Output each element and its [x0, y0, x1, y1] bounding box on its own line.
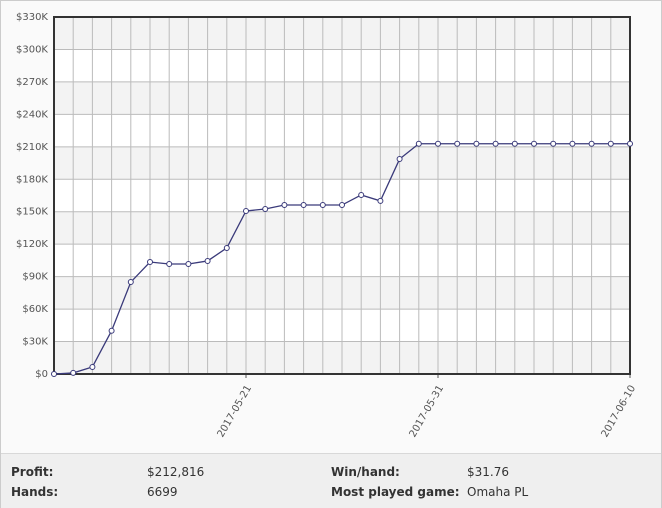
point	[396, 156, 403, 163]
point	[243, 207, 249, 214]
y-tick-label: $90K	[22, 272, 48, 283]
stat-label: Win/hand:	[331, 465, 400, 479]
point	[127, 279, 134, 286]
point	[204, 257, 211, 264]
point	[473, 140, 480, 147]
point	[377, 197, 384, 204]
y-tick-label: $30K	[22, 337, 48, 348]
point	[281, 202, 288, 209]
chart: $0 $30K $60K $90K $120K $150K $180K $210K $240K $…	[16, 12, 639, 440]
point	[339, 202, 345, 209]
point	[70, 369, 77, 376]
plot-border	[53, 16, 631, 375]
point	[627, 140, 633, 147]
point	[531, 140, 537, 147]
stat-label: Most played game:	[331, 485, 460, 499]
y-tick-label: $300K	[16, 44, 48, 55]
y-tick-label: $240K	[16, 109, 48, 120]
point	[358, 191, 365, 198]
point	[223, 244, 230, 251]
y-tick-label: $60K	[22, 304, 48, 315]
y-tick-label: $150K	[16, 207, 48, 218]
point	[147, 259, 153, 266]
point	[300, 202, 307, 209]
y-tick-label: $0	[35, 369, 48, 380]
point	[415, 140, 422, 147]
point	[166, 260, 173, 267]
stats: Profit: $212,816 Win/hand: $31.76 Hands:…	[1, 453, 661, 508]
point	[588, 140, 595, 147]
point	[607, 140, 614, 147]
x-tick-label: 2017-05-31	[408, 384, 447, 440]
point	[89, 363, 96, 370]
x-tick-label: 2017-06-10	[600, 384, 639, 440]
x-tick-label: 2017-05-21	[216, 384, 255, 440]
point	[454, 140, 461, 147]
point	[108, 327, 115, 334]
point	[185, 260, 192, 267]
stat-value: 6699	[147, 485, 178, 499]
point	[51, 371, 57, 377]
point	[262, 206, 269, 213]
stat-label: Hands:	[11, 485, 59, 499]
point	[319, 202, 326, 209]
point	[550, 140, 557, 147]
point	[492, 140, 499, 147]
point	[569, 140, 576, 147]
point	[511, 140, 518, 147]
stat-value: Omaha PL	[467, 485, 529, 499]
y-tick-label: $330K	[16, 12, 48, 23]
y-tick-label: $270K	[16, 77, 48, 88]
y-tick-label: $180K	[16, 174, 48, 185]
stat-value: $212,816	[147, 465, 205, 479]
stat-value: $31.76	[467, 465, 509, 479]
point	[435, 140, 441, 147]
stat-label: Profit:	[11, 465, 54, 479]
y-tick-label: $120K	[16, 239, 48, 250]
y-tick-label: $210K	[16, 142, 48, 153]
